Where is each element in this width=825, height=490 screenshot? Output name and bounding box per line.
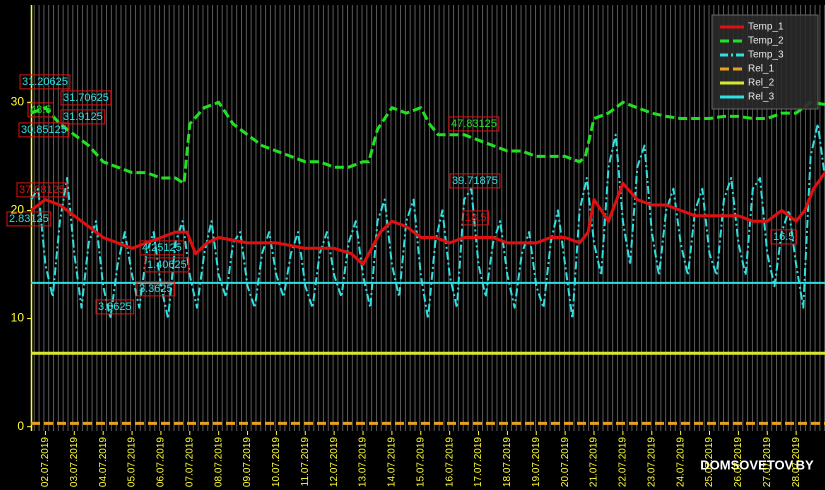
annotation-box: [18, 122, 70, 138]
x-tick-label: 17.07.2019: [473, 437, 484, 487]
annotations: 31.20625 48.5 31.70625 31.9125 30.85125 …: [6, 74, 797, 315]
annotation: 3.3625: [139, 283, 173, 295]
x-tick-label: 07.07.2019: [184, 437, 195, 487]
x-tick-label: 24.07.2019: [675, 437, 686, 487]
x-tick-label: 21.07.2019: [589, 437, 600, 487]
annotation: 4.25125: [142, 242, 182, 254]
annotation-box: [448, 116, 500, 132]
x-tick-label: 23.07.2019: [646, 437, 657, 487]
annotation: 31.9125: [63, 111, 103, 123]
annotation-box: [6, 211, 52, 227]
annotation: 3.8625: [98, 301, 132, 313]
annotation-box: [60, 109, 106, 125]
x-tick-label: 25.07.2019: [704, 437, 715, 487]
annotation-box: [770, 229, 797, 245]
x-tick-label: 12.07.2019: [329, 437, 340, 487]
legend-label: Temp_1: [748, 22, 784, 33]
x-tick-label: 08.07.2019: [213, 437, 224, 487]
x-tick-label: 14.07.2019: [387, 437, 398, 487]
legend-label: Rel_2: [748, 78, 775, 89]
x-tick-label: 26.07.2019: [733, 437, 744, 487]
x-tick-label: 03.07.2019: [69, 437, 80, 487]
x-tick-label: 28.07.2019: [791, 437, 802, 487]
legend-label: Rel_3: [748, 92, 775, 103]
annotation-box: [16, 182, 68, 198]
legend-label: Rel_1: [748, 64, 775, 75]
series-line: [30, 100, 825, 185]
legend-box: [711, 14, 819, 110]
x-tick-label: 19.07.2019: [531, 437, 542, 487]
x-tick-label: 11.07.2019: [300, 437, 311, 487]
x-tick-label: 13.07.2019: [358, 437, 369, 487]
x-tick-label: 18.07.2019: [502, 437, 513, 487]
x-tick-label: 09.07.2019: [242, 437, 253, 487]
annotation-box: [19, 74, 71, 90]
annotation: 30.85125: [21, 124, 67, 136]
y-tick-label: 10: [11, 311, 25, 325]
y-tick-label: 20: [11, 203, 25, 217]
marks: [30, 100, 825, 425]
x-tick-label: 20.07.2019: [560, 437, 571, 487]
annotation: 31.70625: [63, 92, 109, 104]
x-tick-label: 02.07.2019: [40, 437, 51, 487]
annotation-box: [27, 102, 54, 118]
annotation: 39.71875: [452, 175, 498, 187]
series-line: [30, 122, 825, 320]
y-tick-label: 30: [11, 94, 25, 108]
annotation-box: [144, 257, 190, 273]
x-tick-label: 22.07.2019: [618, 437, 629, 487]
legend-label: Temp_2: [748, 36, 784, 47]
annotation-box: [139, 240, 185, 256]
annotation: 48.5: [30, 104, 51, 116]
annotation: 16.5: [773, 231, 794, 243]
plot-area: [31, 5, 825, 431]
x-tick-label: 06.07.2019: [156, 437, 167, 487]
watermark: DOMSOVETOV.BY: [700, 457, 814, 472]
x-tick-label: 27.07.2019: [762, 437, 773, 487]
annotation-box: [60, 90, 112, 106]
legend-label: Temp_3: [748, 50, 784, 61]
watermark-bg: [694, 454, 821, 476]
x-tick-label: 04.07.2019: [98, 437, 109, 487]
x-tick-label: 05.07.2019: [127, 437, 138, 487]
legend: Temp_1 Temp_2 Temp_3 Rel_1 Rel_2 Rel_3: [711, 14, 819, 110]
x-tick-label: 10.07.2019: [271, 437, 282, 487]
x-tick-label: 15.07.2019: [415, 437, 426, 487]
annotation-box: [136, 281, 176, 297]
annotation: 18.5: [465, 212, 486, 224]
annotation-box: [462, 210, 489, 226]
annotation: 31.20625: [22, 76, 68, 88]
series-line: [30, 171, 825, 266]
annotation: 2.83125: [9, 213, 49, 225]
x-tick-label: 16.07.2019: [444, 437, 455, 487]
annotation-box: [449, 173, 501, 189]
annotation: 37.08125: [19, 184, 65, 196]
annotation: 47.83125: [451, 118, 497, 130]
annotation-box: [95, 299, 135, 315]
y-tick-label: 0: [17, 419, 24, 433]
annotation: 1.40625: [147, 259, 187, 271]
